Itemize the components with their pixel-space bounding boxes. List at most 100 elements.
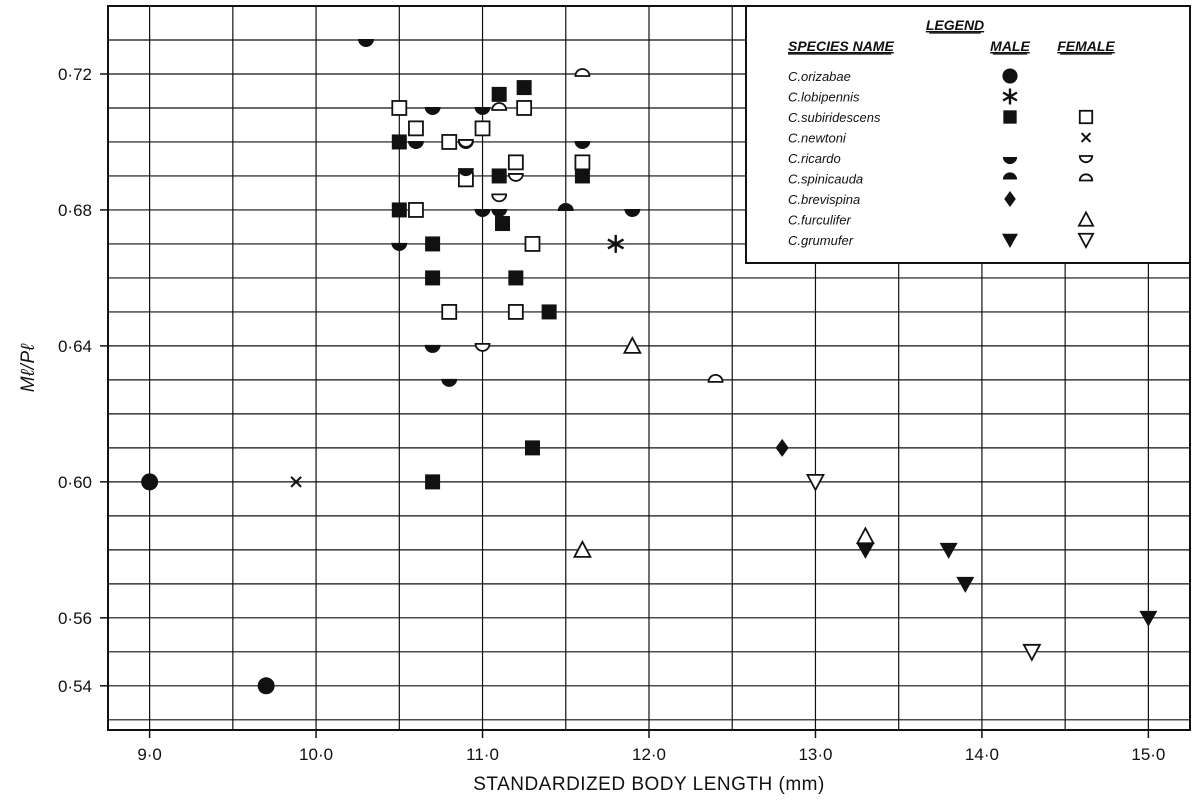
data-point	[441, 304, 458, 320]
y-tick-label: 0·56	[58, 609, 92, 628]
data-point	[856, 542, 875, 559]
data-point	[507, 154, 524, 171]
legend-female-marker	[1078, 173, 1094, 182]
data-point	[408, 202, 424, 218]
legend-box	[745, 5, 1191, 264]
data-point	[508, 270, 524, 286]
data-point	[507, 304, 524, 320]
data-point	[1139, 610, 1158, 627]
legend-species-label: C.subiridescens	[788, 110, 881, 125]
data-point	[707, 374, 724, 383]
data-point	[574, 154, 591, 171]
data-point	[441, 134, 458, 150]
data-point	[939, 542, 958, 559]
x-axis-title: STANDARDIZED BODY LENGTH (mm)	[473, 774, 825, 795]
x-tick-label: 14·0	[965, 745, 999, 764]
legend-male-marker	[1002, 88, 1018, 105]
legend-species-label: C.newtoni	[788, 131, 847, 146]
data-point	[956, 576, 975, 593]
legend-male-marker	[1004, 191, 1016, 207]
legend-title: LEGEND	[926, 17, 984, 33]
legend-male-marker	[1002, 157, 1018, 165]
data-point	[557, 202, 574, 211]
legend-species-label: C.furculifer	[788, 213, 852, 228]
data-point	[524, 236, 541, 252]
data-point	[516, 100, 533, 116]
data-point	[1022, 643, 1042, 662]
legend-species-label: C.ricardo	[788, 151, 841, 166]
data-point	[425, 474, 441, 490]
data-point	[290, 476, 302, 488]
data-point	[474, 343, 491, 352]
data-point	[474, 208, 491, 217]
data-point	[441, 378, 458, 387]
legend-female-marker	[1077, 210, 1095, 227]
legend-male-marker	[1002, 233, 1018, 248]
data-point	[424, 106, 441, 115]
legend-species-label: C.spinicauda	[788, 172, 863, 187]
data-point	[424, 344, 441, 353]
data-point	[775, 438, 789, 457]
data-point	[391, 242, 408, 251]
data-point	[572, 539, 592, 558]
y-tick-label: 0·60	[58, 473, 92, 492]
y-axis-title: Mℓ/Pℓ	[18, 343, 39, 392]
data-point	[457, 168, 474, 177]
data-point	[574, 140, 591, 149]
data-point	[516, 80, 532, 96]
data-point	[491, 102, 508, 111]
data-point	[624, 208, 641, 217]
legend-male-marker	[1002, 172, 1018, 180]
data-point	[391, 202, 407, 218]
data-point	[622, 335, 642, 354]
y-tick-label: 0·72	[58, 65, 92, 84]
legend-species-label: C.orizabae	[788, 69, 851, 84]
data-point	[805, 473, 825, 492]
data-point	[358, 38, 375, 47]
data-points	[141, 38, 1158, 695]
data-point	[491, 86, 507, 102]
legend-female-marker	[1080, 132, 1092, 143]
data-point	[855, 526, 875, 545]
legend-male-marker	[1002, 68, 1018, 84]
legend-col-species: SPECIES NAME	[788, 38, 894, 54]
x-tick-label: 11·0	[466, 745, 499, 764]
data-point	[574, 68, 591, 77]
x-axis-ticks: 9·0 10·0 11·0 12·0 13·0 14·0 15·0	[137, 730, 1165, 764]
data-point	[141, 473, 159, 491]
x-tick-label: 12·0	[632, 745, 666, 764]
legend-species-label: C.grumufer	[788, 233, 854, 248]
data-point	[574, 168, 590, 184]
legend-species-label: C.lobipennis	[788, 90, 860, 105]
data-point	[425, 270, 441, 286]
legend-female-marker	[1078, 155, 1094, 163]
data-point	[457, 139, 474, 148]
data-point	[491, 208, 508, 217]
data-point	[391, 134, 407, 150]
legend-female-marker	[1077, 232, 1095, 250]
legend-female-marker	[1078, 109, 1094, 125]
y-tick-label: 0·68	[58, 201, 92, 220]
legend-species-label: C.brevispina	[788, 192, 860, 207]
legend: LEGEND SPECIES NAME MALE FEMALE C.orizabae C.…	[745, 5, 1191, 264]
data-point	[474, 106, 491, 115]
y-tick-label: 0·54	[58, 677, 92, 696]
data-point	[474, 120, 491, 137]
data-point	[607, 234, 625, 253]
data-point	[425, 236, 441, 252]
data-point	[408, 120, 424, 137]
y-axis-ticks: 0·54 0·56 0·60 0·64 0·68 0·72	[58, 65, 108, 696]
data-point	[507, 173, 524, 182]
data-point	[524, 440, 540, 456]
data-point	[495, 216, 511, 232]
data-point	[491, 193, 508, 203]
legend-col-female: FEMALE	[1057, 38, 1115, 54]
data-point	[257, 677, 275, 695]
x-tick-label: 13·0	[798, 745, 832, 764]
data-point	[541, 304, 557, 320]
x-tick-label: 9·0	[137, 745, 162, 764]
data-point	[391, 100, 408, 116]
legend-male-marker	[1003, 110, 1017, 124]
legend-col-male: MALE	[990, 38, 1030, 54]
